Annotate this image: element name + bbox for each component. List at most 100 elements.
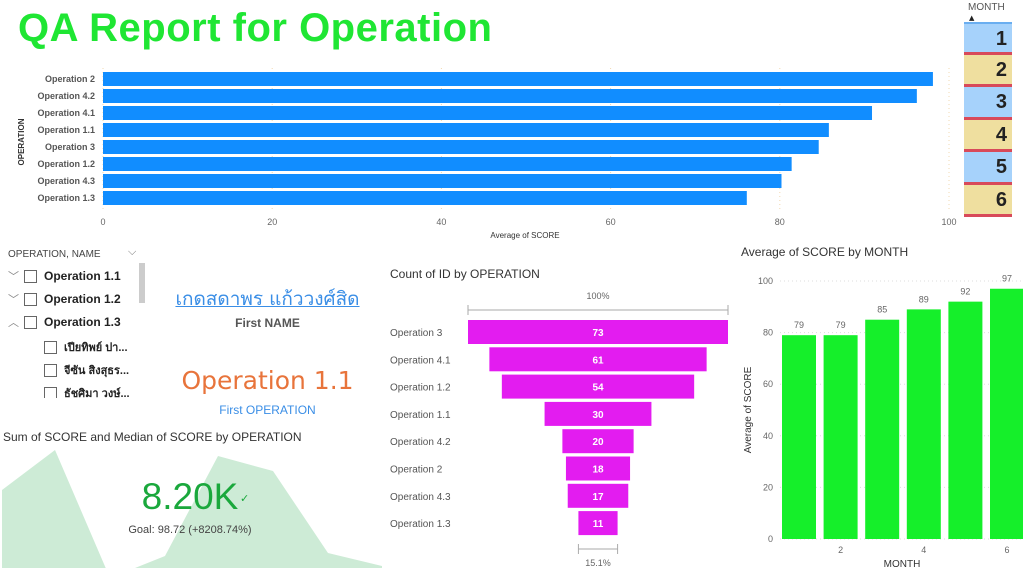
column-bar[interactable] — [823, 335, 858, 539]
data-label: 92 — [960, 287, 970, 297]
y-tick-label: 0 — [768, 534, 773, 544]
month-option-3[interactable]: 3 — [964, 87, 1012, 120]
slicer-item-label: Operation 1.3 — [44, 315, 121, 329]
x-tick-label: 4 — [921, 545, 926, 555]
bar[interactable] — [103, 157, 792, 171]
month-option-4[interactable]: 4 — [964, 119, 1012, 152]
kpi-trend-area — [2, 450, 382, 568]
average-score-by-operation-chart: 0 20 40 60 80 100 Operation 2 Operation 4.2 Oper… — [17, 68, 957, 240]
data-label: 79 — [794, 320, 804, 330]
first-name-label: First NAME — [235, 316, 300, 330]
y-category-label: Operation 3 — [45, 142, 95, 152]
month-option-1[interactable]: 1 — [964, 22, 1012, 55]
chevron-down-icon[interactable]: ﹀ — [8, 294, 19, 306]
first-name-value: เกดสดาพร แก้ววงศ์สิด — [175, 288, 360, 310]
checkbox[interactable] — [24, 269, 37, 283]
month-option-5[interactable]: 5 — [964, 152, 1012, 185]
x-tick-label: 2 — [838, 545, 843, 555]
bar[interactable] — [103, 89, 917, 103]
operation-name-slicer: ﹀ Operation 1.1 ﹀ Operation 1.2 ︿ Operation 1… — [0, 0, 150, 398]
y-category-label: Operation 1.1 — [37, 125, 95, 135]
y-category-label: Operation 4.2 — [37, 91, 95, 101]
funnel-bar[interactable] — [501, 374, 695, 399]
month-option-6[interactable]: 6 — [964, 184, 1012, 217]
bar[interactable] — [103, 72, 933, 86]
chevron-down-icon[interactable]: ﹀ — [8, 271, 19, 283]
x-tick-label: 0 — [100, 217, 105, 227]
y-axis-title: Average of SCORE — [743, 366, 754, 453]
funnel-bar[interactable] — [567, 483, 629, 508]
slicer-item[interactable]: ﹀ Operation 1.1 — [8, 268, 121, 284]
tree-slicer-header: OPERATION, NAME — [8, 249, 101, 260]
funnel-top-percent: 100% — [586, 291, 609, 301]
funnel-data-label: 18 — [592, 465, 604, 476]
kpi-goal: Goal: 98.72 (+8208.74%) — [128, 524, 252, 536]
y-category-label: Operation 1.3 — [37, 193, 95, 203]
count-by-operation-funnel: 100% 73 Operation 3 61 Operation 4.1 54 Operat… — [390, 291, 729, 568]
checkbox[interactable] — [44, 386, 57, 398]
check-icon: ✓ — [240, 492, 250, 505]
bar[interactable] — [103, 106, 873, 120]
slicer-item[interactable]: จีซัน สิงสุธร... — [44, 361, 129, 379]
column-chart-title: Average of SCORE by MONTH — [741, 245, 909, 259]
funnel-data-label: 20 — [592, 437, 604, 448]
data-label: 97 — [1002, 274, 1012, 284]
funnel-data-label: 61 — [592, 355, 604, 366]
month-option-2[interactable]: 2 — [964, 54, 1012, 87]
x-tick-label: 20 — [267, 217, 277, 227]
funnel-category-label: Operation 1.2 — [390, 383, 451, 394]
data-label: 85 — [877, 305, 887, 315]
kpi-value: 8.20K — [141, 476, 239, 517]
slicer-item[interactable]: ﹀ Operation 1.2 — [8, 291, 121, 307]
sort-ascending-icon[interactable]: ▲ — [969, 14, 975, 22]
funnel-bar[interactable] — [562, 429, 634, 454]
first-operation-value: Operation 1.1 — [181, 366, 354, 395]
funnel-data-label: 30 — [592, 410, 604, 421]
checkbox[interactable] — [24, 315, 37, 329]
funnel-category-label: Operation 2 — [390, 465, 443, 476]
checkbox[interactable] — [44, 363, 57, 377]
x-axis-title: MONTH — [884, 559, 921, 568]
funnel-data-label: 17 — [592, 492, 604, 503]
x-tick-label: 100 — [941, 217, 956, 227]
funnel-bar[interactable] — [565, 456, 631, 481]
chevron-down-icon[interactable]: ⌵ — [128, 245, 137, 258]
checkbox[interactable] — [44, 340, 57, 354]
slicer-item-label: Operation 1.2 — [44, 292, 121, 306]
funnel-bar[interactable] — [544, 401, 652, 426]
funnel-bottom-percent: 15.1% — [585, 558, 611, 568]
column-bar[interactable] — [865, 319, 900, 539]
data-label: 79 — [836, 320, 846, 330]
bar[interactable] — [103, 140, 819, 154]
x-tick-label: 6 — [1004, 545, 1009, 555]
funnel-bar[interactable] — [468, 320, 728, 344]
bar[interactable] — [103, 191, 747, 205]
funnel-data-label: 73 — [592, 328, 604, 339]
column-bar[interactable] — [990, 288, 1023, 539]
kpi-title: Sum of SCORE and Median of SCORE by OPER… — [3, 430, 302, 444]
funnel-data-label: 54 — [592, 383, 604, 394]
funnel-category-label: Operation 4.3 — [390, 492, 451, 503]
y-tick-label: 40 — [763, 431, 773, 441]
bar[interactable] — [103, 174, 782, 188]
y-axis-title: OPERATION — [17, 118, 26, 165]
y-category-label: Operation 2 — [45, 74, 95, 84]
x-tick-label: 80 — [775, 217, 785, 227]
y-category-label: Operation 4.3 — [37, 176, 95, 186]
funnel-bar[interactable] — [489, 347, 707, 372]
column-bar[interactable] — [782, 335, 816, 539]
bar[interactable] — [103, 123, 829, 137]
data-label: 89 — [919, 294, 929, 304]
slicer-item[interactable]: ︿ Operation 1.3 — [8, 314, 121, 330]
y-tick-label: 20 — [763, 482, 773, 492]
month-slicer-header: MONTH — [968, 2, 1005, 13]
chevron-up-icon[interactable]: ︿ — [8, 317, 19, 329]
funnel-bar[interactable] — [578, 511, 618, 536]
column-bar[interactable] — [906, 309, 941, 539]
funnel-title: Count of ID by OPERATION — [390, 267, 540, 281]
column-bar[interactable] — [948, 301, 983, 539]
scrollbar[interactable] — [139, 263, 145, 303]
slicer-item[interactable]: เปียทิพย์ ปา... — [44, 338, 128, 356]
checkbox[interactable] — [24, 292, 37, 306]
slicer-item[interactable]: ธัชศิมา วงษ์... — [44, 384, 130, 398]
